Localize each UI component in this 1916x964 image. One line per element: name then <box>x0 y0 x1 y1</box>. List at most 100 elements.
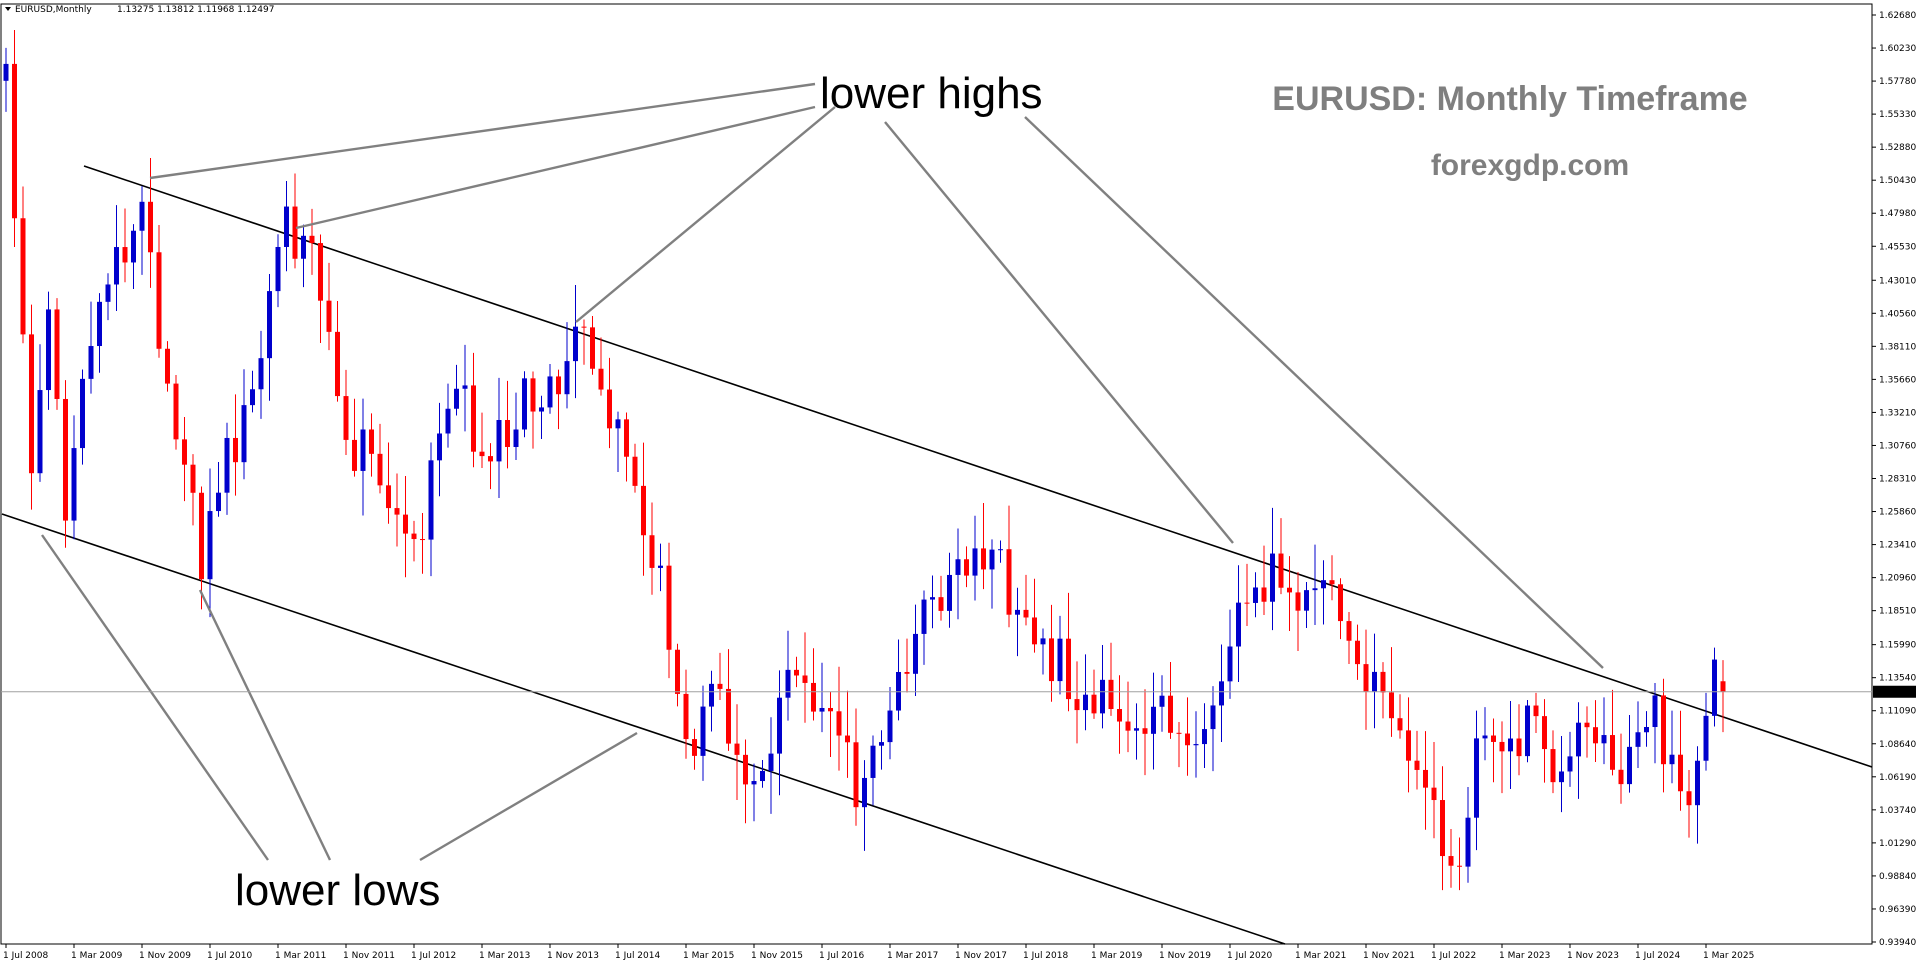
candle-body <box>1593 727 1598 744</box>
bearish-candle <box>1261 545 1267 616</box>
bearish-candle <box>904 638 910 693</box>
candle-body <box>887 710 893 743</box>
candle-body <box>913 633 918 674</box>
time-axis: 1 Jul 2008 1 Mar 2009 1 Nov 2009 1 Jul 2010… <box>3 944 1754 961</box>
candle-body <box>1431 787 1437 801</box>
candle-body <box>590 327 595 369</box>
candle-body <box>598 368 604 390</box>
y-tick-label: 1.50430 <box>1879 176 1916 186</box>
y-tick-label: 0.98840 <box>1879 872 1916 882</box>
bearish-candle <box>1329 555 1335 601</box>
x-tick-label: 1 Nov 2019 <box>1159 951 1211 961</box>
candle-body <box>479 451 485 457</box>
bearish-candle <box>1142 689 1148 776</box>
bullish-candle <box>1219 644 1224 742</box>
candle-body <box>1457 865 1462 867</box>
candle-body <box>751 781 757 785</box>
candle-body <box>564 361 570 395</box>
candles <box>3 29 1726 891</box>
candle-body <box>88 346 94 379</box>
bearish-candle <box>318 234 323 343</box>
bearish-candle <box>1363 629 1369 730</box>
bullish-candle <box>1644 711 1649 747</box>
bullish-candle <box>1100 645 1105 729</box>
candle-body <box>683 693 689 740</box>
candle-body <box>12 63 17 219</box>
candle-body <box>921 599 927 634</box>
y-tick-label: 1.13540 <box>1879 674 1916 684</box>
bullish-candle <box>454 364 459 416</box>
candle-body <box>989 549 995 570</box>
bullish-candle <box>1304 581 1309 629</box>
y-tick-label: 1.30760 <box>1879 441 1916 451</box>
y-tick-label: 1.47980 <box>1879 209 1916 219</box>
bearish-candle <box>352 398 357 477</box>
bearish-candle <box>1406 697 1411 793</box>
bearish-candle <box>1593 700 1598 763</box>
candle-body <box>649 535 655 568</box>
bullish-candle <box>879 730 884 770</box>
bullish-candle <box>1270 507 1275 631</box>
bearish-candle <box>54 298 60 410</box>
candle-body <box>709 683 714 707</box>
x-tick-label: 1 Mar 2011 <box>275 951 326 961</box>
candle-body <box>1695 760 1700 806</box>
x-tick-label: 1 Nov 2021 <box>1363 951 1415 961</box>
candle-body <box>37 390 43 474</box>
candle-body <box>1168 695 1173 733</box>
bullish-candle <box>1134 703 1139 760</box>
bullish-candle <box>1508 700 1513 789</box>
lower-highs-label: lower highs <box>820 69 1043 118</box>
collapse-triangle-icon[interactable] <box>5 7 11 11</box>
bullish-candle <box>360 398 366 516</box>
bearish-candle <box>165 341 170 392</box>
x-tick-label: 1 Jul 2014 <box>615 951 660 961</box>
bearish-candle <box>309 208 315 275</box>
bearish-candle <box>1448 828 1454 888</box>
candle-body <box>233 437 238 463</box>
candle-body <box>1423 769 1428 788</box>
candle-body <box>1635 732 1641 747</box>
chart-header: EURUSD,Monthly 1.13275 1.13812 1.11968 1… <box>5 5 274 15</box>
candle-body <box>122 247 128 263</box>
bullish-candle <box>207 468 213 618</box>
bullish-candle <box>1669 710 1675 784</box>
candle-body <box>530 378 536 412</box>
chart-frame <box>0 3 1873 945</box>
bearish-candle <box>292 173 298 269</box>
bullish-candle <box>1482 707 1488 761</box>
x-tick-label: 1 Jul 2022 <box>1431 951 1476 961</box>
annotation-pointer-line <box>41 534 269 861</box>
bullish-candle <box>71 415 77 540</box>
bearish-candle <box>20 186 26 344</box>
candle-body <box>1712 659 1717 716</box>
candle-body <box>1202 729 1207 745</box>
candle-body <box>1261 587 1267 602</box>
bearish-candle <box>1720 660 1726 733</box>
bearish-candle <box>1338 578 1343 640</box>
bullish-candle <box>1015 587 1020 657</box>
candle-body <box>292 206 298 259</box>
y-tick-label: 1.60230 <box>1879 44 1916 54</box>
candle-body <box>216 492 221 512</box>
candle-body <box>428 460 434 540</box>
candle-body <box>1465 817 1471 867</box>
bearish-candle <box>1584 706 1590 758</box>
bullish-candle <box>1193 711 1199 778</box>
x-tick-label: 1 Mar 2023 <box>1499 951 1550 961</box>
candle-body <box>539 407 544 412</box>
candle-body <box>1618 769 1624 785</box>
bearish-candle <box>683 669 689 759</box>
bearish-candle <box>1686 770 1692 838</box>
bullish-candle <box>267 274 272 401</box>
candle-body <box>1134 728 1139 731</box>
y-tick-label: 1.01290 <box>1879 839 1916 849</box>
bullish-candle <box>462 344 468 432</box>
candle-body <box>326 300 332 332</box>
bullish-candle <box>1202 703 1207 769</box>
candle-body <box>947 574 952 611</box>
y-tick-label: 1.03740 <box>1879 806 1916 816</box>
bearish-candle <box>811 648 816 721</box>
bearish-candle <box>624 412 629 482</box>
bearish-candle <box>1414 730 1420 790</box>
